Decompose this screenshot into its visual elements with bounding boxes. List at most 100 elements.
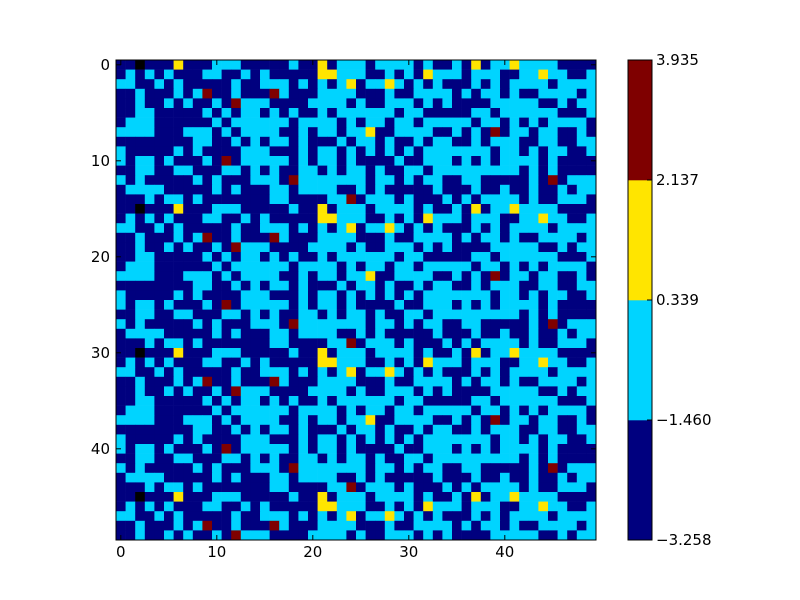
heatmap-cell	[164, 252, 174, 262]
heatmap-cell	[154, 357, 165, 368]
heatmap-cell	[538, 338, 549, 349]
heatmap-cell	[202, 98, 213, 109]
heatmap-cell	[528, 463, 539, 474]
heatmap-cell	[413, 444, 424, 454]
heatmap-cell	[135, 511, 146, 522]
heatmap-cell	[461, 520, 472, 531]
heatmap-cell	[538, 357, 549, 368]
heatmap-cell	[432, 319, 443, 330]
heatmap-cell	[288, 405, 299, 416]
heatmap-cell	[154, 165, 165, 176]
heatmap-cell	[288, 300, 299, 310]
heatmap-cell	[221, 309, 232, 320]
heatmap-cell	[212, 261, 222, 272]
heatmap-cell	[135, 463, 146, 474]
heatmap-cell	[298, 492, 309, 502]
heatmap-cell	[336, 357, 347, 368]
heatmap-cell	[240, 396, 251, 406]
heatmap-cell	[528, 434, 539, 445]
heatmap-cell	[480, 463, 491, 474]
heatmap-cell	[240, 88, 251, 99]
heatmap-cell	[192, 434, 203, 445]
heatmap-cell	[413, 232, 424, 243]
heatmap-cell	[288, 156, 299, 166]
heatmap-cell	[586, 271, 597, 282]
heatmap-cell	[164, 472, 174, 483]
heatmap-cell	[317, 98, 328, 109]
heatmap-cell	[288, 146, 299, 157]
heatmap-cell	[461, 146, 472, 157]
heatmap-cell	[116, 415, 126, 426]
heatmap-cell	[202, 511, 213, 522]
heatmap-cell	[317, 376, 328, 387]
heatmap-cell	[423, 386, 434, 397]
heatmap-cell	[288, 261, 299, 272]
heatmap-cell	[538, 530, 549, 541]
heatmap-cell	[308, 367, 318, 378]
heatmap-cell	[164, 386, 174, 397]
heatmap-cell	[452, 261, 462, 272]
heatmap-cell	[509, 223, 520, 234]
heatmap-cell	[317, 482, 328, 493]
heatmap-cell	[164, 127, 174, 138]
heatmap-cell	[480, 175, 491, 186]
heatmap-cell	[260, 357, 270, 368]
heatmap-cell	[394, 204, 405, 214]
heatmap-cell	[183, 175, 194, 186]
heatmap-cell	[375, 136, 386, 147]
heatmap-cell	[423, 434, 434, 445]
heatmap-cell	[173, 194, 184, 205]
heatmap-cell	[480, 88, 491, 99]
heatmap-cell	[183, 415, 194, 426]
heatmap-cell	[192, 204, 203, 214]
heatmap-cell	[375, 511, 386, 522]
heatmap-cell	[490, 290, 501, 301]
heatmap-cell	[231, 444, 242, 454]
heatmap-cell	[221, 213, 232, 224]
heatmap-cell	[279, 472, 290, 483]
heatmap-cell	[442, 165, 453, 176]
heatmap-cell	[250, 175, 261, 186]
heatmap-cell	[432, 520, 443, 531]
heatmap-cell	[317, 444, 328, 454]
heatmap-cell	[557, 348, 568, 358]
heatmap-cell	[288, 492, 299, 502]
heatmap-cell	[461, 367, 472, 378]
heatmap-cell	[500, 88, 510, 99]
heatmap-cell	[212, 348, 222, 358]
heatmap-cell	[471, 261, 482, 272]
heatmap-cell	[576, 482, 587, 493]
heatmap-cell	[384, 492, 395, 502]
heatmap-cell	[231, 108, 242, 118]
heatmap-cell	[192, 348, 203, 358]
heatmap-cell	[567, 213, 578, 224]
heatmap-cell	[279, 328, 290, 339]
heatmap-cell	[356, 127, 366, 138]
heatmap-cell	[202, 482, 213, 493]
heatmap-cell	[586, 396, 597, 406]
heatmap-cell	[394, 108, 405, 118]
heatmap-cell	[557, 376, 568, 387]
heatmap-cell	[308, 136, 318, 147]
heatmap-cell	[231, 204, 242, 214]
heatmap-cell	[202, 127, 213, 138]
heatmap-cell	[461, 444, 472, 454]
heatmap-cell	[461, 415, 472, 426]
colorbar-tick-label: 3.935	[656, 51, 699, 69]
heatmap-cell	[490, 511, 501, 522]
heatmap-cell	[135, 290, 146, 301]
heatmap-cell	[413, 300, 424, 310]
heatmap-cell	[394, 492, 405, 502]
heatmap-cell	[432, 530, 443, 541]
heatmap-cell	[500, 232, 510, 243]
heatmap-cell	[154, 396, 165, 406]
heatmap-cell	[183, 261, 194, 272]
heatmap-cell	[490, 444, 501, 454]
heatmap-cell	[528, 396, 539, 406]
heatmap-cell	[384, 136, 395, 147]
heatmap-cell	[327, 184, 338, 195]
heatmap-cell	[144, 232, 155, 243]
heatmap-cell	[202, 501, 213, 512]
heatmap-cell	[240, 261, 251, 272]
heatmap-cell	[221, 348, 232, 358]
